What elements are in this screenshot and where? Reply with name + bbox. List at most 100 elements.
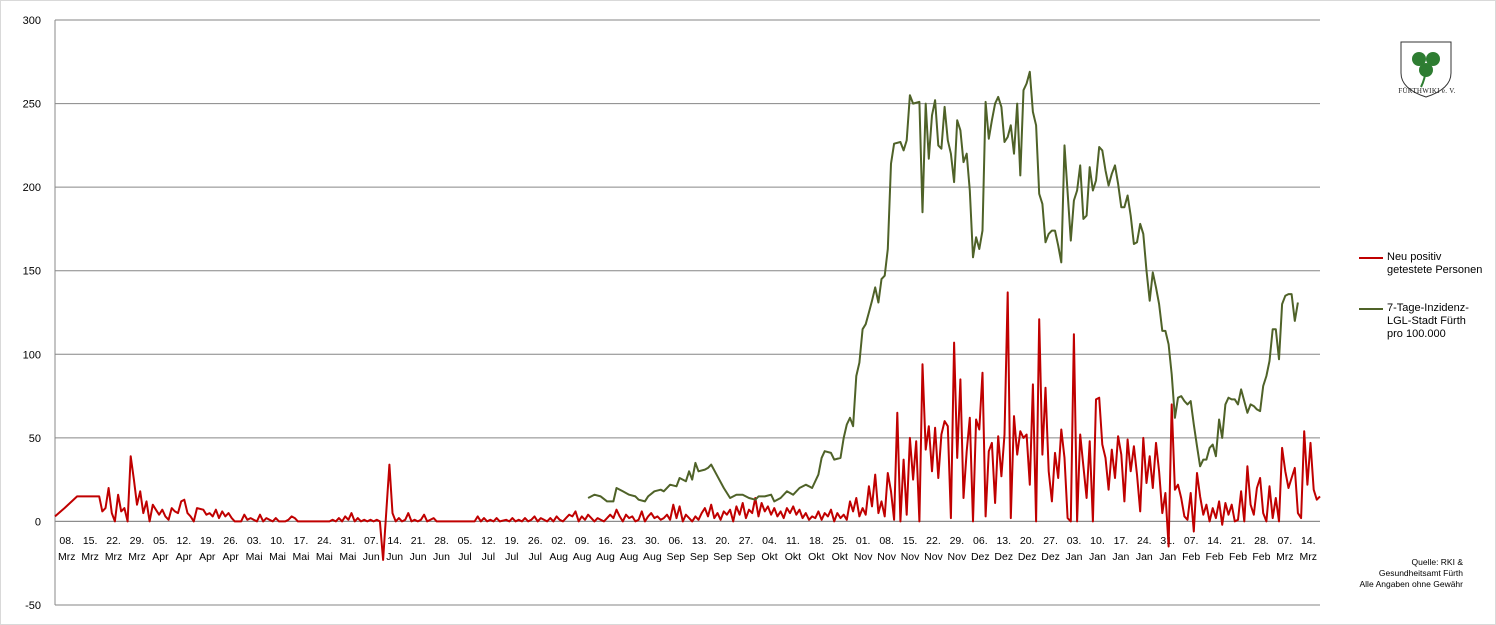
legend-swatch-red <box>1359 257 1383 259</box>
x-tick-label-day: 25. <box>832 535 847 547</box>
x-tick-label-month: Feb <box>1206 551 1224 563</box>
x-tick-label-day: 22. <box>926 535 941 547</box>
x-tick-label-day: 19. <box>505 535 520 547</box>
y-tick-label: -50 <box>25 600 41 612</box>
x-tick-label-month: Mrz <box>1276 551 1294 563</box>
x-tick-label-day: 30. <box>645 535 660 547</box>
x-tick-label-month: Mrz <box>1300 551 1318 563</box>
x-tick-label-day: 11. <box>786 535 800 547</box>
x-tick-label-month: Okt <box>785 551 801 563</box>
x-tick-label-day: 06. <box>973 535 988 547</box>
x-tick-label-month: Sep <box>690 551 709 563</box>
x-tick-label-day: 24. <box>317 535 332 547</box>
x-tick-label-month: Sep <box>737 551 756 563</box>
x-tick-label-day: 17. <box>294 535 309 547</box>
x-tick-label-day: 05. <box>458 535 473 547</box>
x-tick-label-month: Okt <box>832 551 848 563</box>
x-tick-label-month: Nov <box>877 551 896 563</box>
x-tick-label-day: 14. <box>387 535 402 547</box>
x-tick-label-day: 12. <box>481 535 496 547</box>
x-tick-label-day: 13. <box>692 535 707 547</box>
x-tick-label-month: Jan <box>1159 551 1176 563</box>
x-tick-label-month: Aug <box>596 551 615 563</box>
x-tick-label-day: 19. <box>200 535 215 547</box>
x-tick-label-month: Jan <box>1089 551 1106 563</box>
x-tick-label-day: 03. <box>1067 535 1082 547</box>
x-tick-label-day: 07. <box>1184 535 1199 547</box>
x-tick-label-day: 05. <box>153 535 168 547</box>
x-tick-label-day: 26. <box>223 535 238 547</box>
x-tick-label-day: 14. <box>1207 535 1222 547</box>
x-tick-label-day: 15. <box>83 535 98 547</box>
y-tick-label: 0 <box>35 516 41 528</box>
x-tick-label-month: Apr <box>176 551 193 563</box>
x-tick-label-month: Aug <box>620 551 639 563</box>
x-tick-label-month: Mai <box>316 551 333 563</box>
x-tick-label-day: 24. <box>1137 535 1152 547</box>
x-tick-label-day: 08. <box>879 535 894 547</box>
x-tick-label-month: Mai <box>246 551 263 563</box>
y-tick-label: 200 <box>23 182 41 194</box>
x-tick-label-day: 03. <box>247 535 262 547</box>
x-tick-label-month: Sep <box>713 551 732 563</box>
x-tick-label-month: Jan <box>1066 551 1083 563</box>
x-tick-label-month: Nov <box>854 551 873 563</box>
x-tick-label-month: Nov <box>924 551 943 563</box>
x-tick-label-day: 18. <box>809 535 824 547</box>
x-tick-label-day: 28. <box>1254 535 1269 547</box>
x-tick-label-day: 27. <box>739 535 754 547</box>
x-tick-label-day: 29. <box>950 535 965 547</box>
x-tick-label-month: Mrz <box>128 551 146 563</box>
x-tick-label-day: 21. <box>1231 535 1246 547</box>
x-tick-label-month: Dez <box>971 551 990 563</box>
x-tick-label-month: Feb <box>1229 551 1247 563</box>
y-tick-label: 150 <box>23 266 41 278</box>
x-tick-label-day: 04. <box>762 535 777 547</box>
x-tick-label-month: Mrz <box>58 551 76 563</box>
x-tick-label-month: Apr <box>152 551 169 563</box>
x-tick-label-month: Jun <box>410 551 427 563</box>
fuerthwiki-logo <box>1389 39 1463 101</box>
x-tick-label-day: 06. <box>668 535 683 547</box>
legend-swatch-green <box>1359 308 1383 310</box>
x-tick-label-month: Dez <box>1041 551 1060 563</box>
x-tick-label-month: Okt <box>808 551 824 563</box>
y-tick-label: 100 <box>23 349 41 361</box>
x-tick-label-day: 28. <box>434 535 449 547</box>
x-tick-label-month: Sep <box>666 551 685 563</box>
x-tick-label-month: Nov <box>948 551 967 563</box>
legend-item-neu-positiv: Neu positiv getestete Personen <box>1359 251 1496 277</box>
x-tick-label-month: Jul <box>458 551 471 563</box>
x-tick-label-month: Jan <box>1136 551 1153 563</box>
x-tick-label-day: 07. <box>1278 535 1293 547</box>
x-tick-label-day: 16. <box>598 535 613 547</box>
x-tick-label-month: Jul <box>482 551 495 563</box>
y-tick-label: 50 <box>29 433 41 445</box>
x-tick-label-day: 26. <box>528 535 543 547</box>
x-tick-label-day: 23. <box>622 535 637 547</box>
x-tick-label-day: 22. <box>106 535 121 547</box>
series-line-inzidenz <box>587 70 1299 503</box>
x-tick-label-month: Dez <box>994 551 1013 563</box>
x-tick-label-month: Aug <box>573 551 592 563</box>
legend-label: Neu positiv getestete Personen <box>1387 251 1483 276</box>
x-tick-label-month: Okt <box>761 551 777 563</box>
logo-caption: FÜRTHWIKI e. V. <box>1398 87 1456 95</box>
x-tick-label-month: Apr <box>199 551 216 563</box>
x-tick-label-month: Jan <box>1112 551 1129 563</box>
y-tick-label: 300 <box>23 15 41 27</box>
cloverleaf-crest-icon <box>1400 41 1452 98</box>
x-tick-label-month: Aug <box>549 551 568 563</box>
x-tick-label-month: Jun <box>386 551 403 563</box>
x-tick-label-day: 09. <box>575 535 590 547</box>
x-tick-label-day: 01. <box>856 535 871 547</box>
x-tick-label-month: Jun <box>363 551 380 563</box>
x-tick-label-day: 15. <box>903 535 918 547</box>
x-tick-label-month: Jul <box>505 551 518 563</box>
x-tick-label-month: Mai <box>339 551 356 563</box>
x-tick-label-day: 10. <box>270 535 285 547</box>
x-tick-label-month: Jul <box>529 551 542 563</box>
x-tick-label-day: 17. <box>1114 535 1129 547</box>
